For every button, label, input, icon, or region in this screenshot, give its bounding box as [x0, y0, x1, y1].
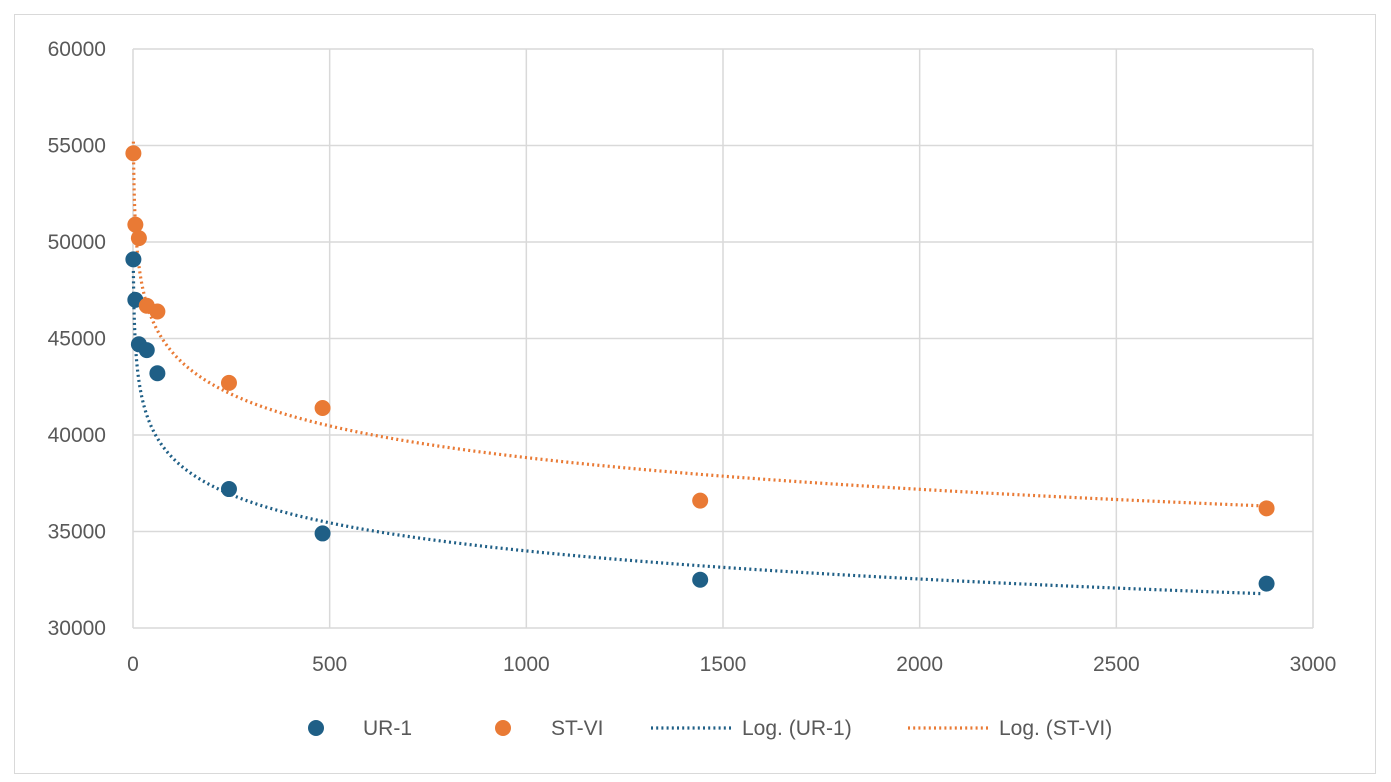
data-point-ur-1	[149, 365, 166, 382]
data-point-ur-1	[314, 525, 331, 542]
legend-label: UR-1	[363, 717, 412, 740]
y-tick-label: 30000	[48, 617, 106, 640]
legend-label: Log. (UR-1)	[742, 717, 852, 740]
data-point-ur-1	[220, 481, 237, 498]
y-tick-label: 45000	[48, 328, 106, 351]
x-tick-label: 3000	[1290, 653, 1337, 676]
chart-area	[14, 14, 1376, 774]
data-point-st-vi	[149, 303, 166, 320]
data-point-st-vi	[125, 145, 142, 162]
x-tick-label: 0	[127, 653, 139, 676]
x-tick-label: 2500	[1093, 653, 1140, 676]
y-tick-label: 60000	[48, 38, 106, 61]
legend-label: Log. (ST-VI)	[999, 717, 1112, 740]
data-point-ur-1	[1258, 575, 1275, 592]
y-tick-label: 50000	[48, 231, 106, 254]
data-point-ur-1	[125, 251, 142, 268]
data-point-st-vi	[127, 216, 144, 233]
legend-label: ST-VI	[551, 717, 604, 740]
legend-marker	[495, 720, 511, 736]
x-tick-label: 2000	[896, 653, 943, 676]
x-tick-label: 1000	[503, 653, 550, 676]
y-tick-label: 55000	[48, 135, 106, 158]
data-point-ur-1	[692, 571, 709, 588]
data-point-st-vi	[220, 374, 237, 391]
data-point-ur-1	[138, 342, 155, 359]
x-tick-label: 1500	[700, 653, 747, 676]
y-tick-label: 35000	[48, 521, 106, 544]
data-point-st-vi	[1258, 500, 1275, 517]
data-point-st-vi	[130, 230, 147, 247]
trendline-ur-1	[131, 270, 1262, 596]
data-point-st-vi	[314, 399, 331, 416]
y-tick-label: 40000	[48, 424, 106, 447]
trendline-st-vi	[131, 141, 1262, 508]
x-tick-label: 500	[312, 653, 347, 676]
data-point-st-vi	[692, 492, 709, 509]
legend-marker	[308, 720, 324, 736]
